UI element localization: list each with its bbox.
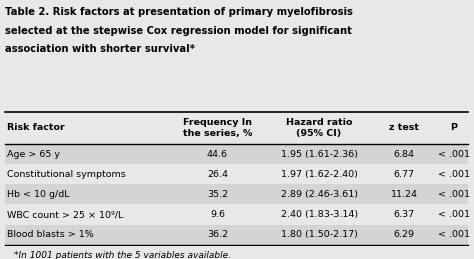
Text: 36.2: 36.2 <box>207 230 228 239</box>
Text: Constitutional symptoms: Constitutional symptoms <box>7 170 126 179</box>
FancyBboxPatch shape <box>5 164 468 184</box>
Text: *In 1001 patients with the 5 variables available.: *In 1001 patients with the 5 variables a… <box>14 251 231 259</box>
Text: < .001: < .001 <box>438 210 470 219</box>
Text: z test: z test <box>389 124 419 132</box>
Text: Frequency In
the series, %: Frequency In the series, % <box>183 118 252 138</box>
Text: P: P <box>450 124 457 132</box>
Text: 35.2: 35.2 <box>207 190 228 199</box>
Text: 1.95 (1.61-2.36): 1.95 (1.61-2.36) <box>281 149 357 159</box>
Text: < .001: < .001 <box>438 230 470 239</box>
Text: Blood blasts > 1%: Blood blasts > 1% <box>7 230 94 239</box>
Text: Hazard ratio
(95% CI): Hazard ratio (95% CI) <box>286 118 352 138</box>
Text: 26.4: 26.4 <box>207 170 228 179</box>
FancyBboxPatch shape <box>5 184 468 204</box>
Text: 11.24: 11.24 <box>391 190 418 199</box>
FancyBboxPatch shape <box>5 144 468 164</box>
Text: < .001: < .001 <box>438 190 470 199</box>
Text: 6.84: 6.84 <box>393 149 415 159</box>
Text: Risk factor: Risk factor <box>7 124 65 132</box>
Text: 6.77: 6.77 <box>393 170 415 179</box>
Text: Table 2. Risk factors at presentation of primary myelofibrosis: Table 2. Risk factors at presentation of… <box>5 7 353 17</box>
FancyBboxPatch shape <box>5 225 468 245</box>
Text: 6.37: 6.37 <box>393 210 415 219</box>
FancyBboxPatch shape <box>5 204 468 225</box>
Text: Age > 65 y: Age > 65 y <box>7 149 60 159</box>
Text: Hb < 10 g/dL: Hb < 10 g/dL <box>7 190 70 199</box>
Text: 9.6: 9.6 <box>210 210 225 219</box>
Text: 2.89 (2.46-3.61): 2.89 (2.46-3.61) <box>281 190 357 199</box>
Text: association with shorter survival*: association with shorter survival* <box>5 44 195 54</box>
Text: < .001: < .001 <box>438 149 470 159</box>
Text: 6.29: 6.29 <box>393 230 415 239</box>
Text: < .001: < .001 <box>438 170 470 179</box>
Text: 44.6: 44.6 <box>207 149 228 159</box>
Text: selected at the stepwise Cox regression model for significant: selected at the stepwise Cox regression … <box>5 26 352 36</box>
Text: WBC count > 25 × 10⁹/L: WBC count > 25 × 10⁹/L <box>7 210 123 219</box>
Text: 1.97 (1.62-2.40): 1.97 (1.62-2.40) <box>281 170 357 179</box>
Text: 2.40 (1.83-3.14): 2.40 (1.83-3.14) <box>281 210 357 219</box>
Text: 1.80 (1.50-2.17): 1.80 (1.50-2.17) <box>281 230 357 239</box>
